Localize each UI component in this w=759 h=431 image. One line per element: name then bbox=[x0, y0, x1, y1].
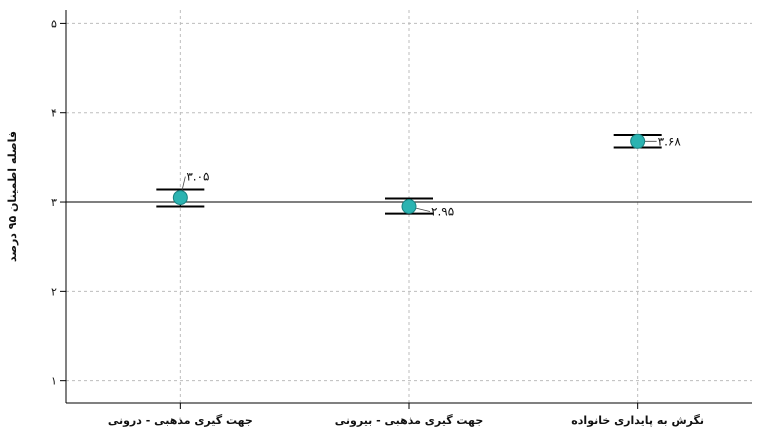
data-point-group: ۳.۰۵ bbox=[156, 170, 209, 208]
data-label: ۲.۹۵ bbox=[431, 205, 454, 219]
data-point bbox=[401, 199, 417, 214]
data-point-group: ۳.۶۸ bbox=[613, 133, 682, 149]
x-tick-label: جهت گیری مذهبی - درونی bbox=[108, 414, 253, 427]
y-tick-label: ۱ bbox=[51, 375, 57, 388]
y-axis-ticks: ۱ ۲ ۳ ۴ ۵ bbox=[51, 17, 66, 388]
data-point bbox=[172, 190, 188, 206]
data-label: ۳.۶۸ bbox=[658, 134, 682, 148]
x-tick-label: نگرش به پایداری خانواده bbox=[571, 414, 704, 427]
data-marks: ۳.۰۵ ۲.۹۵ ۳.۶۸ bbox=[156, 133, 682, 219]
x-axis-ticks: جهت گیری مذهبی - درونی جهت گیری مذهبی - ب… bbox=[108, 403, 704, 427]
data-point bbox=[630, 133, 646, 149]
y-axis-title: فاصله اطمینان ۹۵ درصد bbox=[6, 131, 19, 262]
data-point-group: ۲.۹۵ bbox=[385, 197, 454, 219]
y-tick-label: ۴ bbox=[51, 107, 57, 120]
x-tick-label: جهت گیری مذهبی - بیرونی bbox=[335, 414, 484, 427]
y-tick-label: ۲ bbox=[51, 285, 57, 298]
y-tick-label: ۵ bbox=[51, 17, 57, 30]
data-label: ۳.۰۵ bbox=[186, 170, 209, 184]
y-tick-label: ۳ bbox=[51, 196, 57, 209]
